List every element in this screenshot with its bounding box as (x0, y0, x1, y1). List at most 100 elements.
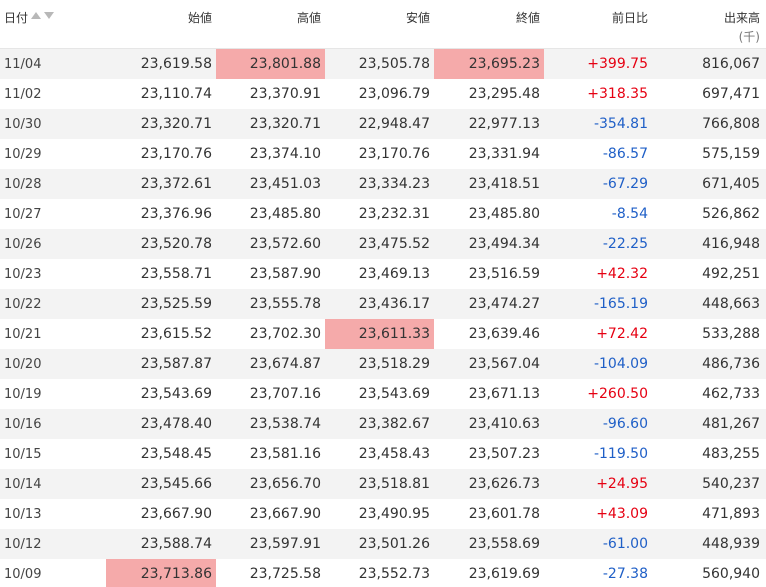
cell-high: 23,485.80 (249, 206, 321, 222)
cell-volume: 540,237 (702, 476, 760, 492)
cell-volume: 816,067 (702, 56, 760, 72)
column-header-volume: 出来高 (千) (654, 0, 766, 48)
cell-low: 23,611.33 (325, 319, 434, 349)
cell-close: 23,485.80 (468, 206, 540, 222)
cell-volume: 481,267 (702, 416, 760, 432)
cell-open: 23,588.74 (140, 536, 212, 552)
cell-high: 23,702.30 (249, 326, 321, 342)
column-header-date[interactable]: 日付 (0, 0, 106, 48)
cell-change: -8.54 (611, 206, 648, 222)
cell-close: 23,516.59 (468, 266, 540, 282)
cell-close: 23,331.94 (468, 146, 540, 162)
cell-volume: 416,948 (702, 236, 760, 252)
cell-close: 23,619.69 (468, 566, 540, 582)
cell-volume: 697,471 (702, 86, 760, 102)
cell-close: 23,695.23 (434, 49, 544, 79)
cell-open: 23,667.90 (140, 506, 212, 522)
cell-low: 23,543.69 (358, 386, 430, 402)
cell-date: 10/13 (4, 506, 42, 522)
cell-volume: 533,288 (702, 326, 760, 342)
cell-low: 23,334.23 (358, 176, 430, 192)
table-row: 10/22 23,525.59 23,555.78 23,436.17 23,474.2… (0, 289, 766, 319)
table-row: 10/14 23,545.66 23,656.70 23,518.81 23,626.7… (0, 469, 766, 499)
cell-change: -67.29 (602, 176, 648, 192)
column-header-change: 前日比 (611, 11, 648, 25)
table-row: 10/15 23,548.45 23,581.16 23,458.43 23,507.2… (0, 439, 766, 469)
cell-low: 23,475.52 (358, 236, 430, 252)
table-row: 10/09 23,713.86 23,725.58 23,552.73 23,619.6… (0, 559, 766, 587)
cell-date: 10/20 (4, 356, 42, 372)
cell-open: 23,520.78 (140, 236, 212, 252)
table-row: 10/30 23,320.71 23,320.71 22,948.47 22,977.1… (0, 109, 766, 139)
cell-open: 23,110.74 (140, 86, 212, 102)
cell-low: 23,518.81 (358, 476, 430, 492)
cell-volume: 448,939 (702, 536, 760, 552)
table-body: 11/04 23,619.58 23,801.88 23,505.78 23,695.2… (0, 49, 766, 587)
cell-high: 23,597.91 (249, 536, 321, 552)
sort-ascending-icon[interactable] (31, 12, 42, 19)
cell-date: 11/02 (4, 86, 42, 102)
cell-change: -354.81 (593, 116, 648, 132)
cell-close: 23,474.27 (468, 296, 540, 312)
table-row: 10/29 23,170.76 23,374.10 23,170.76 23,331.9… (0, 139, 766, 169)
column-label-date: 日付 (4, 11, 29, 25)
cell-low: 22,948.47 (358, 116, 430, 132)
cell-date: 10/21 (4, 326, 42, 342)
column-header-close: 終値 (515, 11, 540, 25)
cell-open: 23,713.86 (106, 559, 216, 587)
cell-volume: 766,808 (702, 116, 760, 132)
cell-volume: 575,159 (702, 146, 760, 162)
cell-low: 23,096.79 (358, 86, 430, 102)
cell-high: 23,320.71 (249, 116, 321, 132)
cell-close: 23,410.63 (468, 416, 540, 432)
table-row: 10/28 23,372.61 23,451.03 23,334.23 23,418.5… (0, 169, 766, 199)
cell-date: 10/19 (4, 386, 42, 402)
cell-high: 23,581.16 (249, 446, 321, 462)
cell-date: 10/15 (4, 446, 42, 462)
cell-date: 10/22 (4, 296, 42, 312)
cell-low: 23,170.76 (358, 146, 430, 162)
cell-close: 23,639.46 (468, 326, 540, 342)
cell-change: -22.25 (602, 236, 648, 252)
cell-low: 23,232.31 (358, 206, 430, 222)
cell-low: 23,490.95 (358, 506, 430, 522)
cell-change: +42.32 (596, 266, 648, 282)
cell-close: 23,626.73 (468, 476, 540, 492)
cell-low: 23,505.78 (358, 56, 430, 72)
cell-open: 23,558.71 (140, 266, 212, 282)
cell-volume: 560,940 (702, 566, 760, 582)
cell-change: -104.09 (593, 356, 648, 372)
cell-change: -61.00 (602, 536, 648, 552)
table-row: 10/23 23,558.71 23,587.90 23,469.13 23,516.5… (0, 259, 766, 289)
cell-close: 23,567.04 (468, 356, 540, 372)
sort-descending-icon[interactable] (44, 12, 55, 19)
cell-change: -86.57 (602, 146, 648, 162)
cell-volume: 486,736 (702, 356, 760, 372)
cell-low: 23,469.13 (358, 266, 430, 282)
cell-high: 23,370.91 (249, 86, 321, 102)
cell-date: 10/23 (4, 266, 42, 282)
cell-open: 23,170.76 (140, 146, 212, 162)
cell-date: 10/14 (4, 476, 42, 492)
cell-date: 10/26 (4, 236, 42, 252)
cell-volume: 671,405 (702, 176, 760, 192)
cell-close: 23,671.13 (468, 386, 540, 402)
cell-open: 23,478.40 (140, 416, 212, 432)
cell-high: 23,674.87 (249, 356, 321, 372)
cell-close: 23,558.69 (468, 536, 540, 552)
cell-date: 10/28 (4, 176, 42, 192)
cell-low: 23,518.29 (358, 356, 430, 372)
cell-date: 10/29 (4, 146, 42, 162)
cell-high: 23,451.03 (249, 176, 321, 192)
cell-change: +24.95 (596, 476, 648, 492)
cell-close: 23,295.48 (468, 86, 540, 102)
cell-open: 23,545.66 (140, 476, 212, 492)
cell-close: 23,507.23 (468, 446, 540, 462)
cell-change: -165.19 (593, 296, 648, 312)
cell-change: -96.60 (602, 416, 648, 432)
cell-high: 23,725.58 (249, 566, 321, 582)
cell-high: 23,667.90 (249, 506, 321, 522)
cell-high: 23,801.88 (216, 49, 325, 79)
cell-date: 10/27 (4, 206, 42, 222)
cell-volume: 483,255 (702, 446, 760, 462)
